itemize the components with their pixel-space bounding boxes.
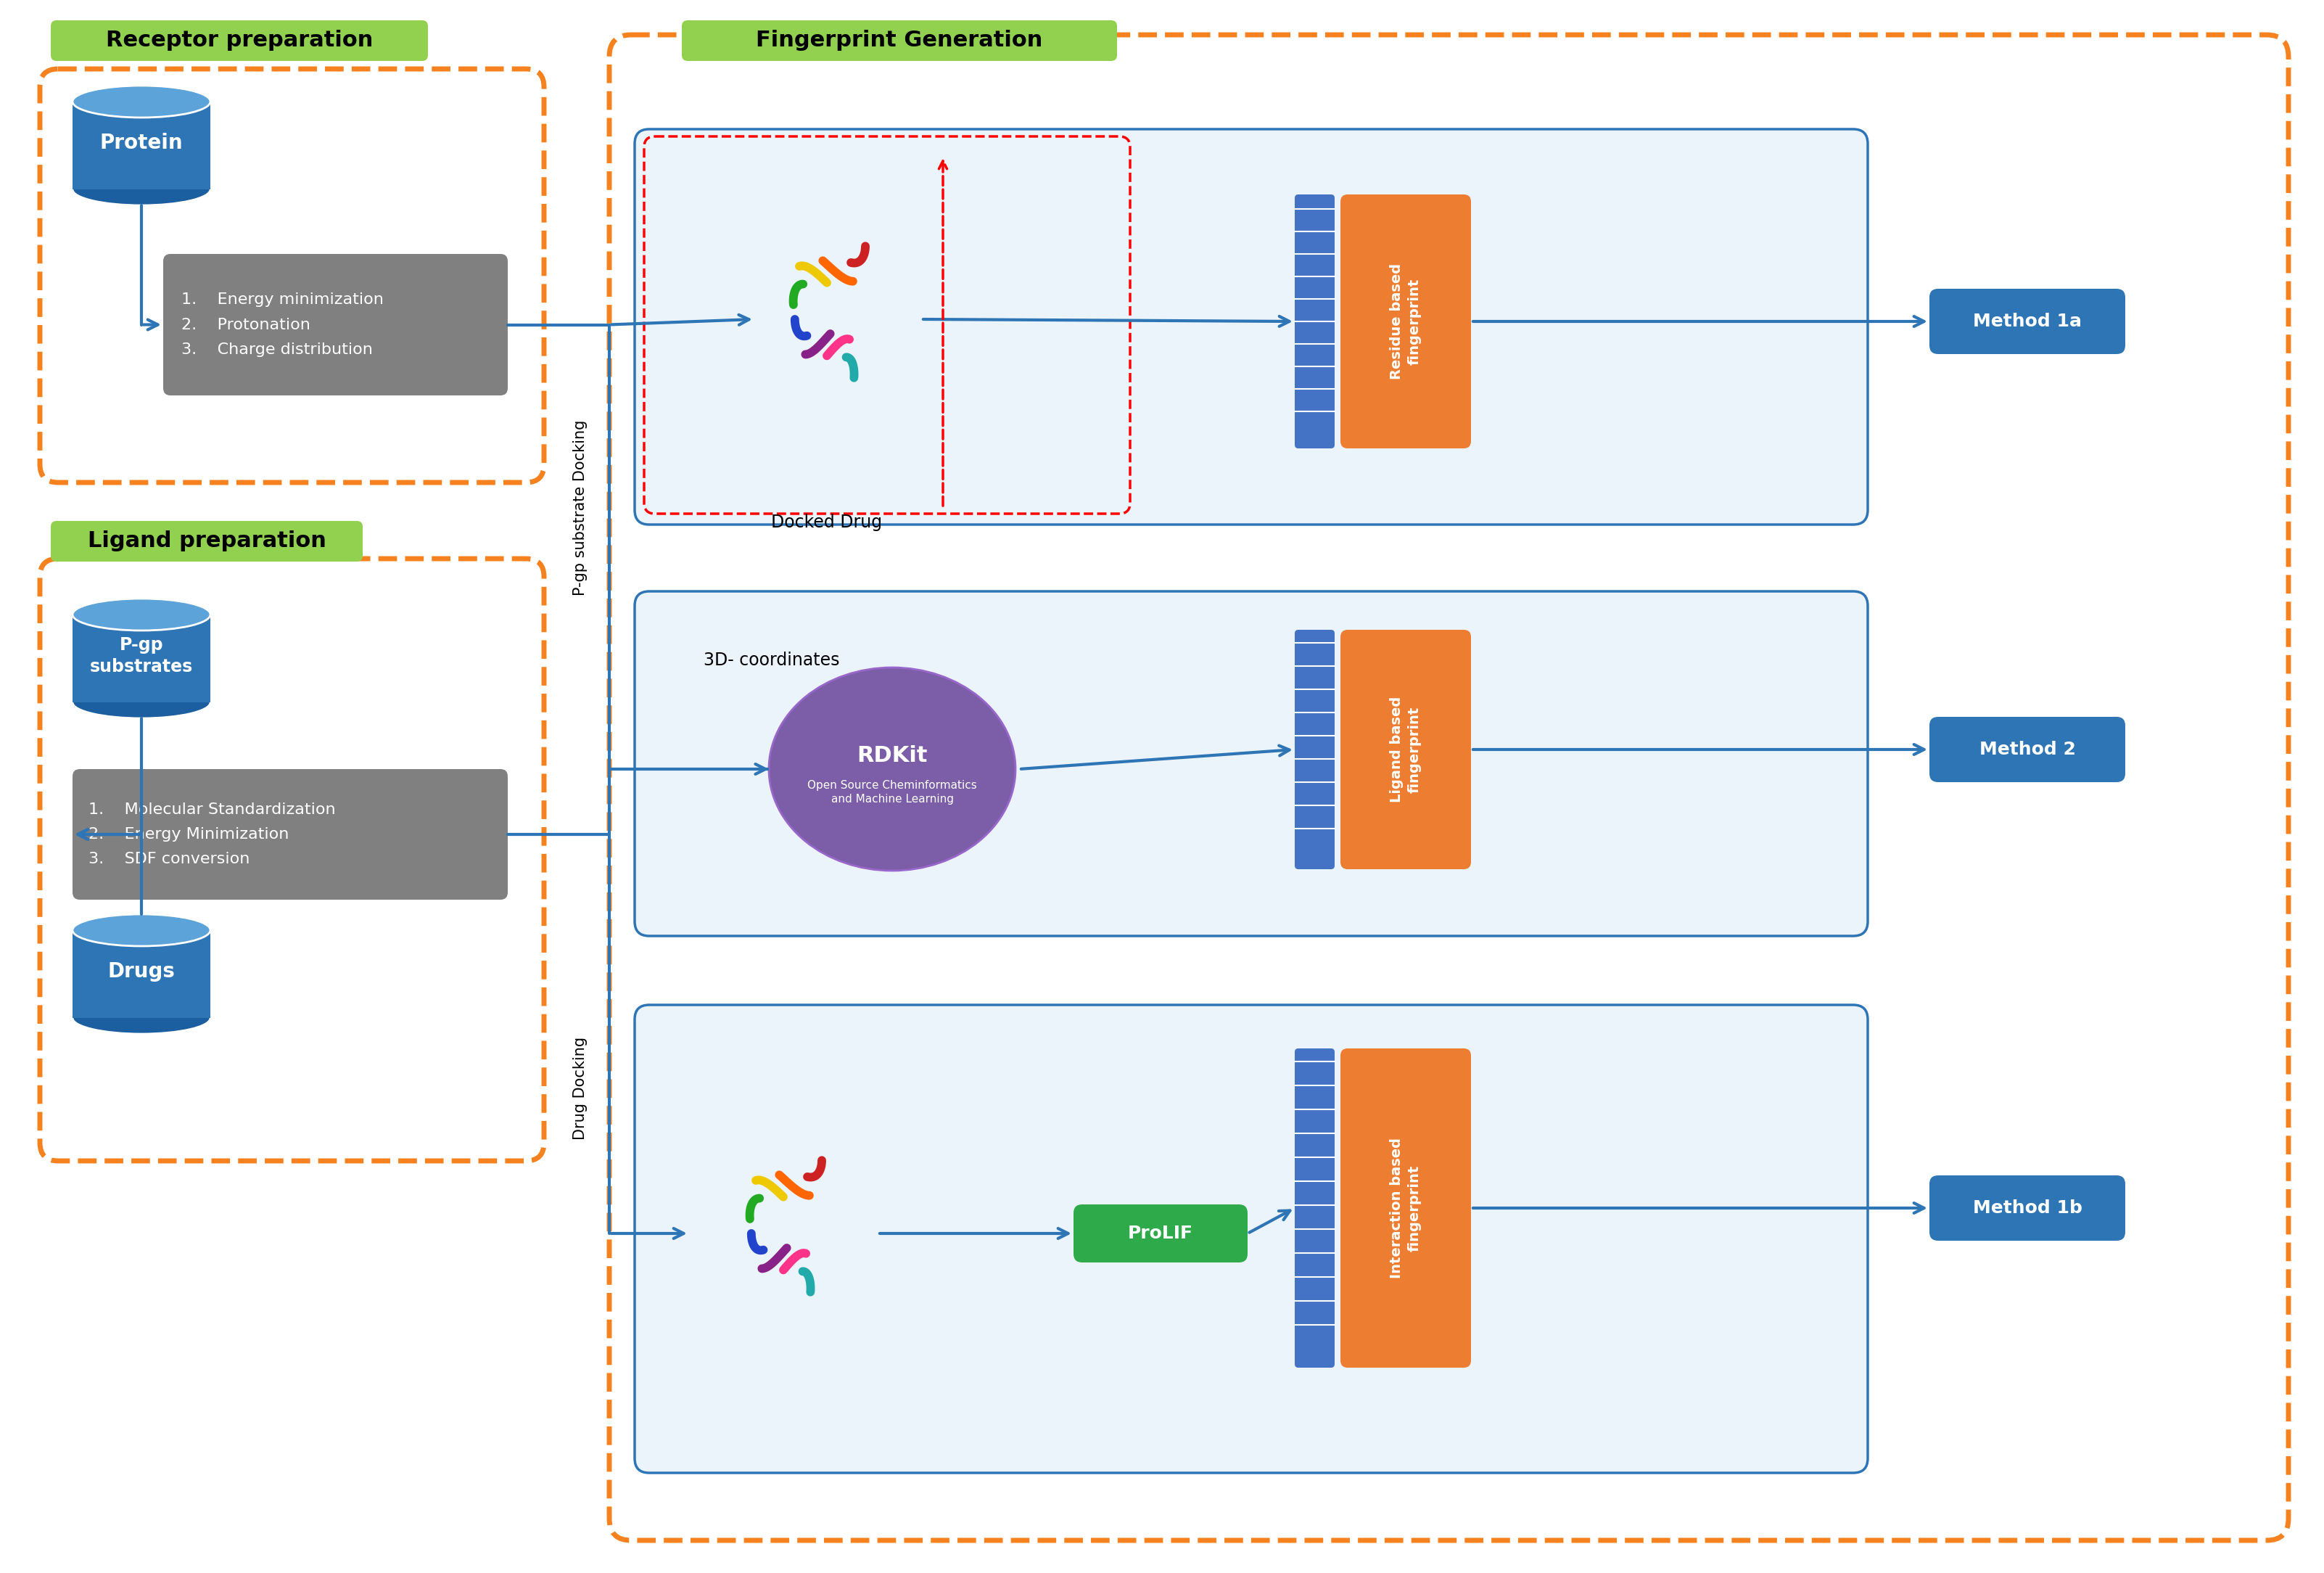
- Text: Ligand preparation: Ligand preparation: [88, 530, 325, 552]
- FancyBboxPatch shape: [1929, 717, 2124, 782]
- FancyBboxPatch shape: [1341, 195, 1471, 448]
- Text: Residue based
fingerprint: Residue based fingerprint: [1390, 263, 1422, 379]
- FancyBboxPatch shape: [163, 253, 507, 395]
- Ellipse shape: [769, 667, 1016, 871]
- FancyBboxPatch shape: [634, 129, 1868, 524]
- FancyBboxPatch shape: [72, 769, 507, 900]
- Text: Fingerprint Generation: Fingerprint Generation: [755, 30, 1043, 52]
- Ellipse shape: [72, 85, 211, 118]
- Text: Drug Docking: Drug Docking: [574, 1037, 588, 1140]
- Ellipse shape: [72, 599, 211, 631]
- FancyBboxPatch shape: [1929, 289, 2124, 354]
- Text: Method 2: Method 2: [1980, 741, 2075, 758]
- Text: 1.    Energy minimization
2.    Protonation
3.    Charge distribution: 1. Energy minimization 2. Protonation 3.…: [181, 293, 383, 357]
- FancyBboxPatch shape: [1294, 629, 1334, 870]
- Ellipse shape: [72, 1002, 211, 1033]
- Text: Receptor preparation: Receptor preparation: [107, 30, 372, 52]
- Ellipse shape: [72, 914, 211, 945]
- FancyBboxPatch shape: [634, 1005, 1868, 1472]
- FancyBboxPatch shape: [1294, 1049, 1334, 1367]
- Text: ProLIF: ProLIF: [1127, 1225, 1192, 1243]
- Polygon shape: [72, 615, 211, 702]
- FancyBboxPatch shape: [634, 591, 1868, 936]
- FancyBboxPatch shape: [1074, 1205, 1248, 1263]
- FancyBboxPatch shape: [1341, 1049, 1471, 1367]
- Text: P-gp
substrates: P-gp substrates: [91, 637, 193, 675]
- Text: P-gp substrate Docking: P-gp substrate Docking: [574, 420, 588, 596]
- Text: Ligand based
fingerprint: Ligand based fingerprint: [1390, 697, 1422, 802]
- Text: 1.    Molecular Standardization
2.    Energy Minimization
3.    SDF conversion: 1. Molecular Standardization 2. Energy M…: [88, 802, 335, 867]
- Text: Interaction based
fingerprint: Interaction based fingerprint: [1390, 1137, 1422, 1279]
- Text: Docked Drug: Docked Drug: [772, 514, 883, 532]
- FancyBboxPatch shape: [1929, 1175, 2124, 1241]
- Text: Open Source Cheminformatics
and Machine Learning: Open Source Cheminformatics and Machine …: [806, 780, 976, 804]
- Ellipse shape: [72, 173, 211, 206]
- Text: Method 1b: Method 1b: [1973, 1199, 2082, 1218]
- FancyBboxPatch shape: [1294, 195, 1334, 448]
- FancyBboxPatch shape: [51, 521, 363, 562]
- FancyBboxPatch shape: [681, 20, 1118, 61]
- Polygon shape: [72, 930, 211, 1018]
- Text: Protein: Protein: [100, 134, 184, 153]
- FancyBboxPatch shape: [1341, 629, 1471, 870]
- Text: RDKit: RDKit: [858, 746, 927, 766]
- Text: Drugs: Drugs: [107, 961, 174, 982]
- Polygon shape: [72, 102, 211, 189]
- Text: 3D- coordinates: 3D- coordinates: [704, 651, 839, 669]
- Text: Method 1a: Method 1a: [1973, 313, 2082, 330]
- Ellipse shape: [72, 686, 211, 719]
- FancyBboxPatch shape: [51, 20, 428, 61]
